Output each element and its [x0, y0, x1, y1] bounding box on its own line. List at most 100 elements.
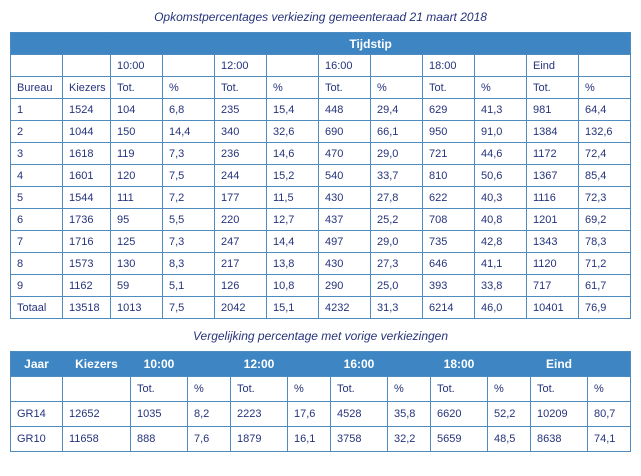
- tot-cell: 4232: [318, 296, 371, 319]
- table-row: 1 1524 104 6,8 235 15,4 448 29,4 629 41,3 981 64,4: [10, 98, 632, 121]
- tot-cell: 430: [318, 252, 371, 275]
- tot-column-header: Tot.: [330, 376, 388, 402]
- tot-cell: 888: [130, 426, 188, 452]
- table-row: 8 1573 130 8,3 217 13,8 430 27,3 646 41,1 1120 71,2: [10, 252, 632, 275]
- pct-cell: 15,4: [266, 98, 319, 121]
- tot-cell: 150: [110, 120, 163, 143]
- pct-cell: 41,1: [474, 252, 527, 275]
- pct-cell: 29,4: [370, 98, 423, 121]
- kiezers-cell: 1044: [62, 120, 111, 143]
- tot-cell: 448: [318, 98, 371, 121]
- tot-cell: 690: [318, 120, 371, 143]
- turnout-table: Tijdstip 10:00 12:00 16:00 18:00 Eind Bureau Ki…: [10, 32, 632, 319]
- tot-cell: 177: [214, 186, 267, 209]
- tot-cell: 244: [214, 164, 267, 187]
- pct-cell: 8,3: [162, 252, 215, 275]
- pct-cell: 40,3: [474, 186, 527, 209]
- tot-cell: 646: [422, 252, 475, 275]
- bureau-cell: 4: [10, 164, 63, 187]
- tot-cell: 119: [110, 142, 163, 165]
- table-row: GR10 11658 888 7,6 1879 16,1 3758 32,2 5659 48,5 8…: [10, 426, 631, 452]
- bureau-column-header: Bureau: [10, 76, 63, 99]
- pct-column-header: %: [487, 376, 531, 402]
- pct-cell: 25,2: [370, 208, 423, 231]
- pct-cell: 41,3: [474, 98, 527, 121]
- time-header: Eind: [526, 54, 579, 77]
- pct-cell: 66,1: [370, 120, 423, 143]
- pct-cell: 40,8: [474, 208, 527, 231]
- tot-cell: 10209: [530, 401, 588, 427]
- pct-cell: 29,0: [370, 230, 423, 253]
- tot-cell: 59: [110, 274, 163, 297]
- tot-column-header: Tot.: [318, 76, 371, 99]
- comparison-table-title: Vergelijking percentage met vorige verki…: [192, 329, 449, 343]
- tot-cell: 981: [526, 98, 579, 121]
- sub-header-row: Tot.% Tot.% Tot.% Tot.% Tot.%: [10, 376, 631, 402]
- tot-cell: 290: [318, 274, 371, 297]
- pct-cell: 76,9: [577, 296, 632, 319]
- tot-cell: 3758: [330, 426, 388, 452]
- jaar-column-header: Jaar: [10, 351, 63, 377]
- table-row: Totaal 13518 1013 7,5 2042 15,1 4232 31,3 6214 46…: [10, 296, 632, 319]
- tot-cell: 721: [422, 142, 475, 165]
- tijdstip-header-spacer: [10, 32, 111, 55]
- tot-cell: 622: [422, 186, 475, 209]
- bureau-cell: 6: [10, 208, 63, 231]
- pct-cell: 52,2: [487, 401, 531, 427]
- pct-column-header: %: [187, 376, 231, 402]
- kiezers-cell: 1524: [62, 98, 111, 121]
- tot-cell: 104: [110, 98, 163, 121]
- pct-cell: 61,7: [577, 274, 632, 297]
- empty-header-cell: [587, 351, 631, 377]
- pct-cell: 42,8: [474, 230, 527, 253]
- pct-cell: 14,4: [266, 230, 319, 253]
- empty-header-cell: [187, 351, 231, 377]
- pct-cell: 46,0: [474, 296, 527, 319]
- time-header: 18:00: [422, 54, 475, 77]
- tot-cell: 1120: [526, 252, 579, 275]
- tot-cell: 10401: [526, 296, 579, 319]
- pct-cell: 80,7: [587, 401, 631, 427]
- turnout-table-title: Opkomstpercentages verkiezing gemeentera…: [154, 10, 487, 24]
- bureau-cell: 9: [10, 274, 63, 297]
- tot-column-header: Tot.: [214, 76, 267, 99]
- tot-cell: 1879: [230, 426, 288, 452]
- empty-cell: [577, 54, 632, 77]
- pct-cell: 7,6: [187, 426, 231, 452]
- kiezers-column-header: Kiezers: [62, 76, 111, 99]
- tot-cell: 125: [110, 230, 163, 253]
- tot-cell: 437: [318, 208, 371, 231]
- tot-cell: 810: [422, 164, 475, 187]
- empty-header-cell: [287, 351, 331, 377]
- kiezers-cell: 11658: [62, 426, 131, 452]
- pct-cell: 7,5: [162, 296, 215, 319]
- jaar-cell: GR14: [10, 401, 63, 427]
- bureau-cell: 3: [10, 142, 63, 165]
- tot-cell: 236: [214, 142, 267, 165]
- tot-cell: 950: [422, 120, 475, 143]
- table-row: 5 1544 111 7,2 177 11,5 430 27,8 622 40,3 1116 72,3: [10, 186, 632, 209]
- time-header: 10:00: [110, 54, 163, 77]
- pct-cell: 31,3: [370, 296, 423, 319]
- tot-column-header: Tot.: [430, 376, 488, 402]
- kiezers-cell: 1618: [62, 142, 111, 165]
- pct-cell: 72,4: [577, 142, 632, 165]
- pct-cell: 11,5: [266, 186, 319, 209]
- tot-cell: 111: [110, 186, 163, 209]
- empty-cell: [62, 54, 111, 77]
- table-row: 4 1601 120 7,5 244 15,2 540 33,7 810 50,6 1367 85,4: [10, 164, 632, 187]
- tot-cell: 1013: [110, 296, 163, 319]
- tot-cell: 220: [214, 208, 267, 231]
- empty-cell: [162, 54, 215, 77]
- tot-cell: 1172: [526, 142, 579, 165]
- time-header: 12:00: [230, 351, 288, 377]
- pct-cell: 35,8: [387, 401, 431, 427]
- pct-cell: 74,1: [587, 426, 631, 452]
- pct-cell: 10,8: [266, 274, 319, 297]
- pct-column-header: %: [370, 76, 423, 99]
- empty-cell: [266, 54, 319, 77]
- pct-column-header: %: [577, 76, 632, 99]
- pct-cell: 15,2: [266, 164, 319, 187]
- tot-column-header: Tot.: [526, 76, 579, 99]
- tot-cell: 470: [318, 142, 371, 165]
